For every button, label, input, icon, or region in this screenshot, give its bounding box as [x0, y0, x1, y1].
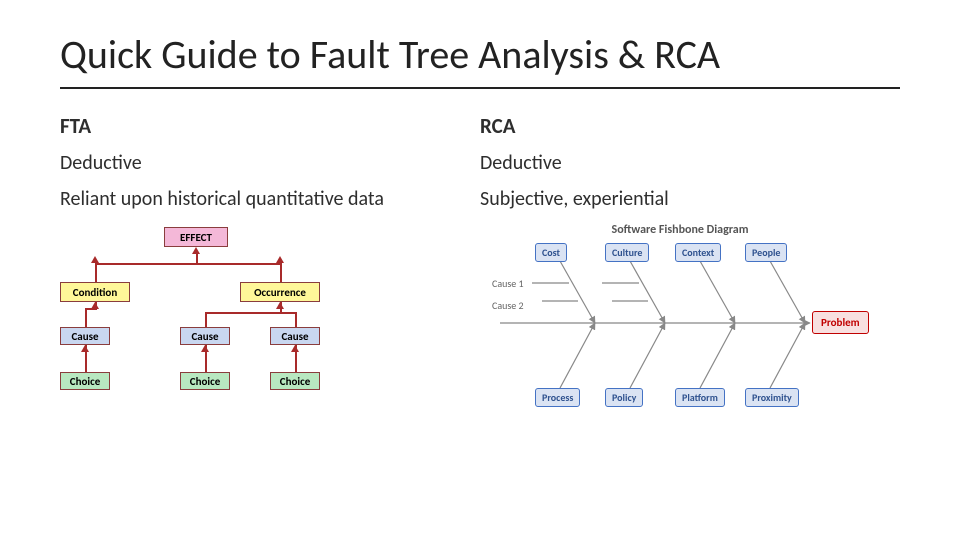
fault-tree-cell: EFFECT Condition Occurrence Cause Cause Cause…	[60, 217, 480, 429]
fishbone-category: Process	[535, 388, 580, 407]
col-header-fta: FTA	[60, 107, 480, 145]
fishbone-category: Context	[675, 243, 721, 262]
fault-tree-node: Choice	[180, 372, 230, 390]
fta-row2: Reliant upon historical quantitative dat…	[60, 181, 480, 217]
fault-tree-node: Condition	[60, 282, 130, 302]
diagram-row: EFFECT Condition Occurrence Cause Cause Cause…	[60, 217, 900, 429]
fishbone-category: Proximity	[745, 388, 799, 407]
fault-tree-node: Cause	[270, 327, 320, 345]
fault-tree-node: Occurrence	[240, 282, 320, 302]
fault-tree-node: Cause	[60, 327, 110, 345]
table-row: Deductive Deductive	[60, 145, 900, 181]
fault-tree-node: Choice	[270, 372, 320, 390]
fishbone-problem: Problem	[812, 311, 869, 334]
fault-tree-node: Cause	[180, 327, 230, 345]
rca-row1: Deductive	[480, 145, 900, 181]
fta-row1: Deductive	[60, 145, 480, 181]
col-header-rca: RCA	[480, 107, 900, 145]
fishbone-cause-label: Cause 1	[492, 277, 524, 290]
page-title: Quick Guide to Fault Tree Analysis & RCA	[60, 30, 900, 89]
fault-tree-diagram: EFFECT Condition Occurrence Cause Cause Cause…	[60, 227, 400, 417]
fishbone-cause-label: Cause 2	[492, 299, 524, 312]
fishbone-diagram: Software Fishbone DiagramProblemCostCult…	[480, 223, 880, 423]
fishbone-category: Culture	[605, 243, 649, 262]
fault-tree-node: EFFECT	[164, 227, 228, 247]
fault-tree-node: Choice	[60, 372, 110, 390]
fishbone-category: Policy	[605, 388, 643, 407]
slide: Quick Guide to Fault Tree Analysis & RCA…	[0, 0, 960, 540]
rca-row2: Subjective, experiential	[480, 181, 900, 217]
table-row: Reliant upon historical quantitative dat…	[60, 181, 900, 217]
fishbone-category: People	[745, 243, 787, 262]
comparison-table: FTA RCA Deductive Deductive Reliant upon…	[60, 107, 900, 429]
fishbone-category: Platform	[675, 388, 725, 407]
table-header-row: FTA RCA	[60, 107, 900, 145]
fishbone-category: Cost	[535, 243, 567, 262]
fishbone-cell: Software Fishbone DiagramProblemCostCult…	[480, 217, 900, 429]
